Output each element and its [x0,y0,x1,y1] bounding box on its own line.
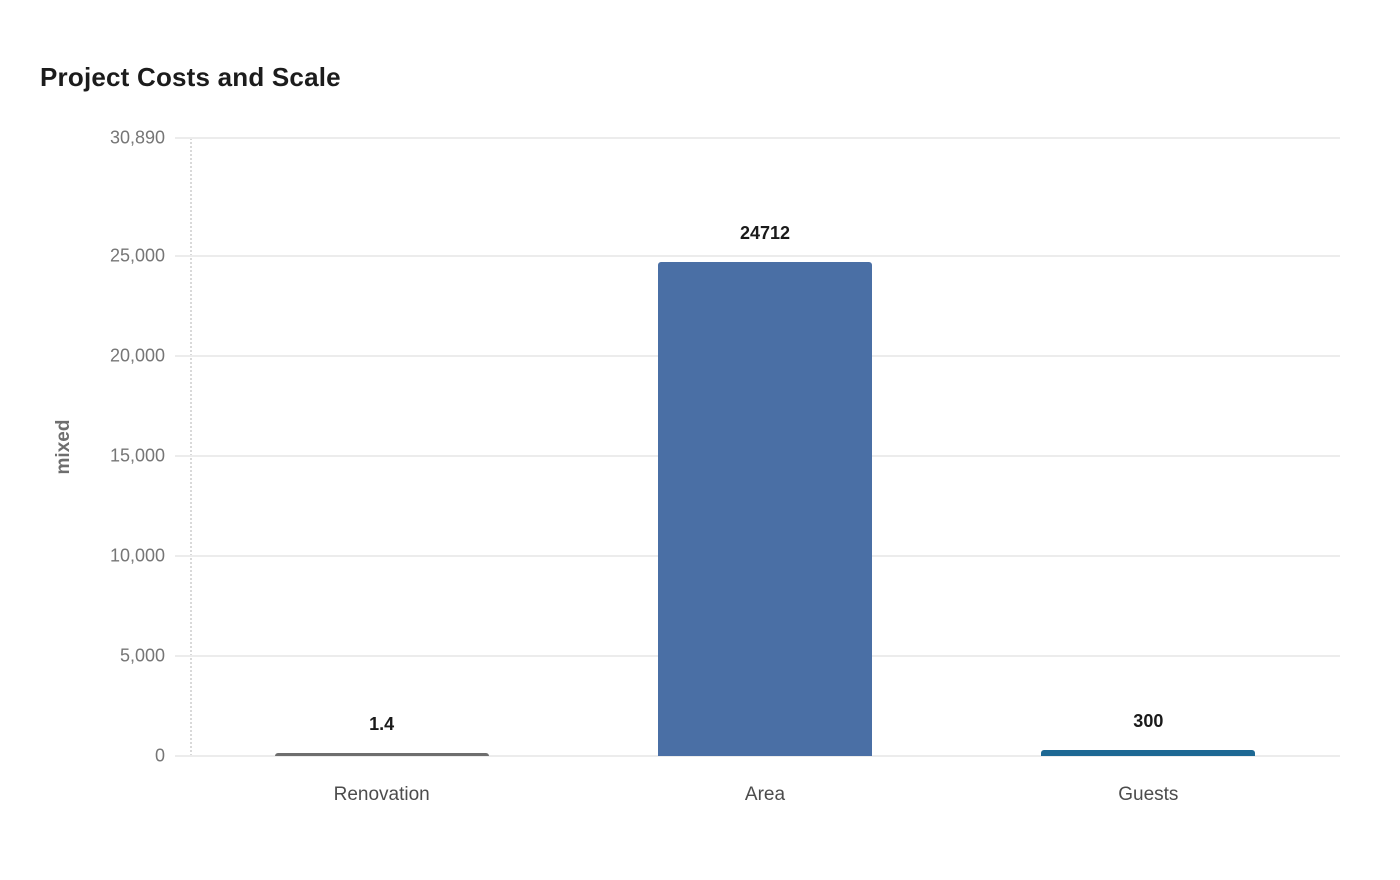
y-axis-title: mixed [53,419,74,475]
value-label-area: 24712 [739,222,791,243]
value-label-renovation: 1.4 [369,714,395,734]
bar-guests[interactable] [1041,750,1256,756]
y-axis-line [190,138,192,756]
value-label-guests: 300 [1133,711,1164,731]
y-tick-label: 25,000 [109,245,165,266]
bar-renovation[interactable] [274,753,489,756]
y-tick-label: 10,000 [109,545,165,566]
y-tick-label: 15,000 [109,445,165,466]
gridline [175,755,1340,757]
plot-area: 0 5,000 10,000 15,000 20,000 25,000 30,890 1.4 R… [110,128,1340,805]
x-category-label-area: Area [744,784,786,805]
bar-area[interactable] [658,261,872,756]
y-tick-label: 0 [154,745,165,766]
y-tick-label: 5,000 [119,645,165,666]
y-tick-label: 30,890 [109,127,165,148]
x-category-label-guests: Guests [1118,784,1179,805]
chart-title: Project Costs and Scale [40,62,341,92]
gridline [175,254,1340,257]
y-tick-label: 20,000 [109,345,165,366]
x-category-label-renovation: Renovation [333,784,430,805]
gridline [175,137,1340,139]
